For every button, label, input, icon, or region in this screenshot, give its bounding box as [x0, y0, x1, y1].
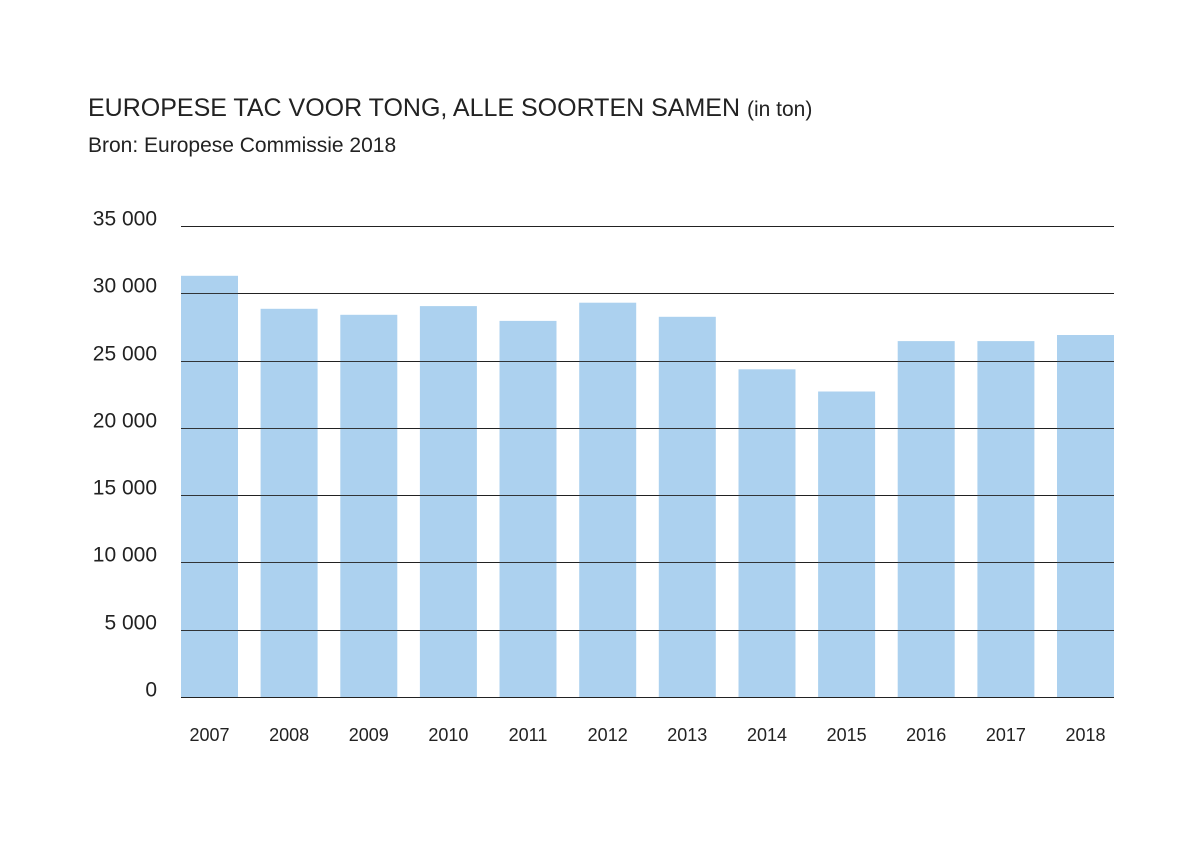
x-tick-label: 2012 — [588, 725, 628, 745]
bar — [579, 302, 637, 697]
y-tick-label: 10 000 — [93, 544, 157, 567]
bars — [181, 226, 1114, 698]
x-tick-label: 2010 — [428, 725, 468, 745]
x-tick-label: 2011 — [509, 725, 548, 745]
x-tick-label: 2015 — [827, 725, 867, 745]
y-tick-label: 35 000 — [93, 208, 157, 231]
bar — [897, 341, 955, 697]
bar — [818, 391, 876, 697]
x-axis-category-labels: 2007 2008 2009 2010 2011 2012 2013 2014 2015 2016… — [189, 725, 1105, 745]
x-tick-label: 2014 — [747, 725, 787, 745]
bar — [419, 306, 477, 697]
x-tick-label: 2007 — [189, 725, 229, 745]
chart-title-line: EUROPESE TAC VOOR TONG, ALLE SOORTEN SAM… — [88, 92, 812, 126]
y-axis-tick-labels: 0 5 000 10 000 15 000 20 000 25 000 30 000 35 0… — [93, 208, 157, 702]
bar — [658, 316, 716, 697]
x-tick-label: 2009 — [349, 725, 389, 745]
bar — [977, 341, 1035, 697]
chart-title: EUROPESE TAC VOOR TONG, ALLE SOORTEN SAM… — [88, 94, 741, 122]
bar — [340, 314, 398, 697]
x-tick-label: 2017 — [986, 725, 1026, 745]
gridlines — [181, 226, 1114, 698]
y-tick-label: 0 — [145, 679, 157, 702]
x-tick-label: 2016 — [906, 725, 946, 745]
bar — [499, 320, 557, 697]
bar — [260, 308, 318, 697]
x-tick-label: 2013 — [667, 725, 707, 745]
chart-title-unit: (in ton) — [746, 98, 813, 121]
y-tick-label: 25 000 — [93, 343, 157, 366]
y-tick-label: 15 000 — [93, 477, 157, 500]
x-tick-label: 2018 — [1065, 725, 1105, 745]
bar — [738, 369, 796, 697]
x-tick-label: 2008 — [269, 725, 309, 745]
chart-source: Bron: Europese Commissie 2018 — [88, 134, 397, 157]
chart-header: EUROPESE TAC VOOR TONG, ALLE SOORTEN SAM… — [88, 92, 812, 160]
bar — [1057, 335, 1114, 697]
y-tick-label: 20 000 — [93, 410, 157, 433]
y-tick-label: 30 000 — [93, 275, 157, 298]
y-tick-label: 5 000 — [104, 612, 157, 635]
bar — [181, 275, 238, 697]
